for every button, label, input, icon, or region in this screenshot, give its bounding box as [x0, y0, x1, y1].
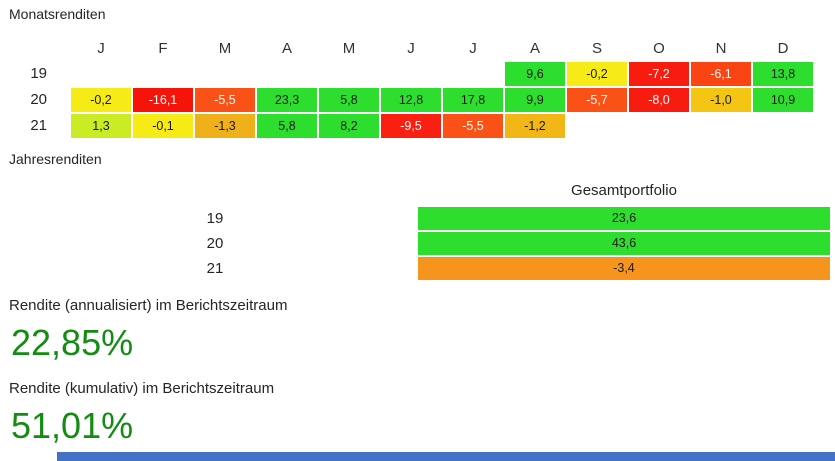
month-header-mar: M [218, 40, 232, 57]
month-header-sep: S [591, 40, 602, 57]
monthly-return-cell: -5,5 [443, 114, 503, 138]
month-header-apr: A [281, 40, 292, 57]
month-header-jul: J [469, 40, 477, 57]
cumulative-return-value: 51,01% [11, 405, 134, 446]
monthly-return-cell: 10,9 [753, 88, 813, 112]
yearly-return-bar-20: 43,6 [418, 232, 830, 255]
annualized-return-label: Rendite (annualisiert) im Berichtszeitra… [9, 297, 288, 314]
month-header-oct: O [653, 40, 665, 57]
monthly-return-cell: -8,0 [629, 88, 689, 112]
monthly-return-cell: -0,2 [71, 88, 131, 112]
monthly-return-cell: 5,8 [319, 88, 379, 112]
month-header-dec: D [777, 40, 789, 57]
bottom-blue-bar [57, 452, 835, 461]
monthly-returns-title: Monatsrenditen [9, 6, 106, 22]
month-header-jun: J [407, 40, 415, 57]
row-label-20: 20 [30, 91, 47, 108]
monthly-return-cell: -16,1 [133, 88, 193, 112]
monthly-return-cell: -0,2 [567, 62, 627, 86]
monthly-return-cell: -7,2 [629, 62, 689, 86]
monthly-return-cell: 17,8 [443, 88, 503, 112]
monthly-return-cell: -1,2 [505, 114, 565, 138]
monthly-return-cell: 13,8 [753, 62, 813, 86]
monthly-return-cell: -5,7 [567, 88, 627, 112]
monthly-return-cell: -5,5 [195, 88, 255, 112]
yearly-column-header: Gesamtportfolio [571, 182, 677, 199]
monthly-return-cell: -1,3 [195, 114, 255, 138]
month-header-jan: J [97, 40, 105, 57]
monthly-return-cell: 8,2 [319, 114, 379, 138]
month-header-may: M [342, 40, 356, 57]
monthly-return-cell: 1,3 [71, 114, 131, 138]
yearly-return-bar-21: -3,4 [418, 257, 830, 280]
monthly-return-cell: 23,3 [257, 88, 317, 112]
yearly-row-label-20: 20 [206, 235, 224, 252]
month-header-aug: A [529, 40, 540, 57]
yearly-return-bar-19: 23,6 [418, 207, 830, 230]
annualized-return-value: 22,85% [11, 322, 134, 363]
yearly-returns-title: Jahresrenditen [9, 151, 102, 167]
monthly-return-cell: -1,0 [691, 88, 751, 112]
monthly-return-cell: -0,1 [133, 114, 193, 138]
cumulative-return-label: Rendite (kumulativ) im Berichtszeitraum [9, 380, 275, 397]
monthly-return-cell: 12,8 [381, 88, 441, 112]
monthly-return-cell: 5,8 [257, 114, 317, 138]
monthly-return-cell: -6,1 [691, 62, 751, 86]
row-label-19: 19 [30, 65, 47, 82]
monthly-return-cell: 9,9 [505, 88, 565, 112]
yearly-row-label-19: 19 [206, 210, 224, 227]
monthly-return-cell: -9,5 [381, 114, 441, 138]
month-header-nov: N [715, 40, 727, 57]
row-label-21: 21 [30, 117, 47, 134]
monthly-returns-table: J F M A M J J A S O N D 19 20 21 9,6 -0,… [9, 38, 813, 138]
yearly-row-label-21: 21 [206, 260, 224, 277]
monthly-return-cell: 9,6 [505, 62, 565, 86]
month-header-feb: F [158, 40, 168, 57]
